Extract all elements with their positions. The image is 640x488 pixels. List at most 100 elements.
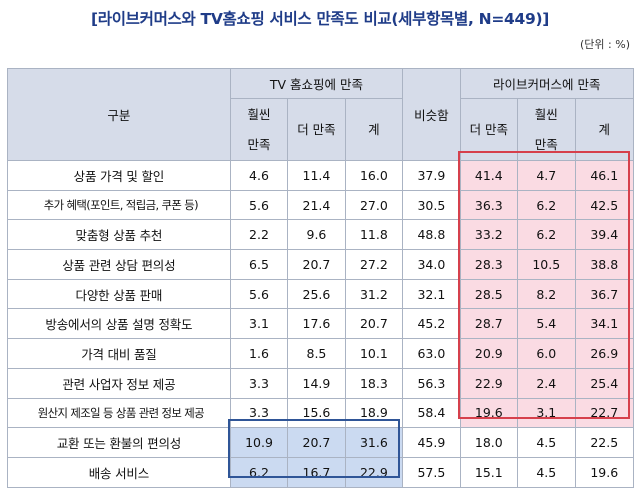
table-row: 교환 또는 환불의 편의성 10.9 20.7 31.6 45.9 18.0 4.5 22.5 xyxy=(7,427,634,458)
cell-live-total: 34.1 xyxy=(574,308,634,340)
row-label: 맞춤형 상품 추천 xyxy=(7,219,231,251)
cell-live-more: 36.3 xyxy=(459,189,519,221)
cell-tv-much-more: 3.3 xyxy=(229,367,289,399)
cell-similar: 37.9 xyxy=(402,160,461,191)
cell-similar: 30.5 xyxy=(402,189,461,221)
cell-tv-more: 8.5 xyxy=(287,338,346,369)
cell-live-much-more: 2.4 xyxy=(517,367,576,399)
page-title: [라이브커머스와 TV홈쇼핑 서비스 만족도 비교(세부항목별, N=449)] xyxy=(90,10,550,28)
cell-tv-more: 11.4 xyxy=(287,160,346,191)
cell-similar: 56.3 xyxy=(402,367,461,399)
cell-live-much-more: 5.4 xyxy=(517,308,576,340)
cell-tv-much-more: 3.1 xyxy=(229,308,289,340)
header-live-much-more: 훨씬 만족 xyxy=(517,98,576,161)
cell-similar: 34.0 xyxy=(402,249,461,280)
cell-tv-total: 18.3 xyxy=(344,367,404,399)
cell-similar: 57.5 xyxy=(402,456,461,488)
cell-live-total: 19.6 xyxy=(574,456,634,488)
row-label: 원산지 제조일 등 상품 관련 정보 제공 xyxy=(7,397,231,429)
table-row: 다양한 상품 판매 5.6 25.6 31.2 32.1 28.5 8.2 36.7 xyxy=(7,278,634,310)
table-row: 방송에서의 상품 설명 정확도 3.1 17.6 20.7 45.2 28.7 5.4 34.… xyxy=(7,308,634,340)
cell-tv-more: 9.6 xyxy=(287,219,346,251)
cell-tv-much-more: 6.5 xyxy=(229,249,289,280)
cell-tv-more: 20.7 xyxy=(287,427,346,458)
unit-note: (단위 : %) xyxy=(580,38,630,51)
table-row: 맞춤형 상품 추천 2.2 9.6 11.8 48.8 33.2 6.2 39.4 xyxy=(7,219,634,251)
row-label: 상품 관련 상담 편의성 xyxy=(7,249,231,280)
table-row: 상품 관련 상담 편의성 6.5 20.7 27.2 34.0 28.3 10.5 38.8 xyxy=(7,249,634,280)
cell-live-much-more: 8.2 xyxy=(517,278,576,310)
cell-live-total: 39.4 xyxy=(574,219,634,251)
cell-tv-total: 10.1 xyxy=(344,338,404,369)
header-similar: 비슷함 xyxy=(402,68,461,161)
cell-live-total: 42.5 xyxy=(574,189,634,221)
row-label: 가격 대비 품질 xyxy=(7,338,231,369)
cell-similar: 45.9 xyxy=(402,427,461,458)
cell-tv-much-more: 5.6 xyxy=(229,278,289,310)
cell-live-more: 19.6 xyxy=(459,397,519,429)
row-label: 상품 가격 및 할인 xyxy=(7,160,231,191)
cell-tv-total: 20.7 xyxy=(344,308,404,340)
cell-tv-more: 15.6 xyxy=(287,397,346,429)
comparison-table: 구분 TV 홈쇼핑에 만족 비슷함 라이브커머스에 만족 훨씬 만족 더 만족 계… xyxy=(7,68,635,488)
cell-live-more: 33.2 xyxy=(459,219,519,251)
cell-live-total: 26.9 xyxy=(574,338,634,369)
row-label: 추가 혜택(포인트, 적립금, 쿠폰 등) xyxy=(7,189,231,221)
cell-tv-total: 16.0 xyxy=(344,160,404,191)
header-live-total: 계 xyxy=(574,98,634,161)
cell-tv-much-more: 1.6 xyxy=(229,338,289,369)
cell-live-much-more: 6.2 xyxy=(517,219,576,251)
cell-live-much-more: 4.7 xyxy=(517,160,576,191)
cell-tv-total: 27.2 xyxy=(344,249,404,280)
cell-similar: 63.0 xyxy=(402,338,461,369)
cell-tv-total: 31.6 xyxy=(344,427,404,458)
cell-tv-more: 14.9 xyxy=(287,367,346,399)
cell-tv-much-more: 3.3 xyxy=(229,397,289,429)
header-live-group: 라이브커머스에 만족 xyxy=(459,68,635,99)
cell-live-more: 20.9 xyxy=(459,338,519,369)
header-tv-more: 더 만족 xyxy=(287,98,346,161)
cell-live-more: 28.5 xyxy=(459,278,519,310)
cell-live-more: 18.0 xyxy=(459,427,519,458)
cell-tv-much-more: 2.2 xyxy=(229,219,289,251)
cell-similar: 48.8 xyxy=(402,219,461,251)
cell-live-total: 22.7 xyxy=(574,397,634,429)
cell-similar: 45.2 xyxy=(402,308,461,340)
row-label: 교환 또는 환불의 편의성 xyxy=(7,427,231,458)
row-label: 다양한 상품 판매 xyxy=(7,278,231,310)
cell-tv-more: 21.4 xyxy=(287,189,346,221)
cell-live-much-more: 6.0 xyxy=(517,338,576,369)
cell-tv-total: 18.9 xyxy=(344,397,404,429)
cell-live-total: 22.5 xyxy=(574,427,634,458)
cell-tv-much-more: 4.6 xyxy=(229,160,289,191)
row-label: 방송에서의 상품 설명 정확도 xyxy=(7,308,231,340)
cell-live-more: 22.9 xyxy=(459,367,519,399)
table-row: 상품 가격 및 할인 4.6 11.4 16.0 37.9 41.4 4.7 46.1 xyxy=(7,160,634,191)
cell-live-total: 38.8 xyxy=(574,249,634,280)
cell-live-more: 15.1 xyxy=(459,456,519,488)
cell-similar: 58.4 xyxy=(402,397,461,429)
cell-live-total: 46.1 xyxy=(574,160,634,191)
row-label: 관련 사업자 정보 제공 xyxy=(7,367,231,399)
header-tv-total: 계 xyxy=(344,98,404,161)
cell-tv-more: 25.6 xyxy=(287,278,346,310)
table-row: 가격 대비 품질 1.6 8.5 10.1 63.0 20.9 6.0 26.9 xyxy=(7,338,634,369)
cell-tv-total: 31.2 xyxy=(344,278,404,310)
table-row: 추가 혜택(포인트, 적립금, 쿠폰 등) 5.6 21.4 27.0 30.5 36.3… xyxy=(7,189,634,221)
cell-live-total: 36.7 xyxy=(574,278,634,310)
cell-live-much-more: 3.1 xyxy=(517,397,576,429)
cell-tv-total: 22.9 xyxy=(344,456,404,488)
cell-live-much-more: 10.5 xyxy=(517,249,576,280)
header-tv-group: TV 홈쇼핑에 만족 xyxy=(229,68,404,99)
cell-tv-total: 27.0 xyxy=(344,189,404,221)
cell-live-total: 25.4 xyxy=(574,367,634,399)
cell-tv-more: 20.7 xyxy=(287,249,346,280)
header-live-more: 더 만족 xyxy=(459,98,519,161)
header-category: 구분 xyxy=(7,68,231,161)
cell-similar: 32.1 xyxy=(402,278,461,310)
table-row: 관련 사업자 정보 제공 3.3 14.9 18.3 56.3 22.9 2.4 25.4 xyxy=(7,367,634,399)
cell-tv-total: 11.8 xyxy=(344,219,404,251)
table-row: 원산지 제조일 등 상품 관련 정보 제공 3.3 15.6 18.9 58.4 19.6… xyxy=(7,397,634,429)
cell-live-more: 41.4 xyxy=(459,160,519,191)
cell-live-much-more: 4.5 xyxy=(517,427,576,458)
